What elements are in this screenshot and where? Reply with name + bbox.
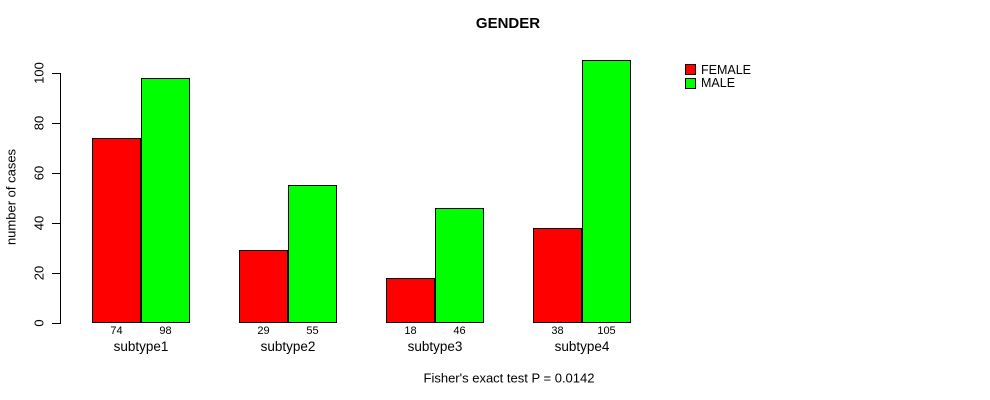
category-label-subtype1: subtype1 — [113, 339, 169, 354]
bar-value-label: 29 — [257, 325, 270, 337]
bar-female-subtype3 — [386, 277, 435, 323]
bar-value-label: 74 — [110, 325, 123, 337]
y-axis-tick-label: 0 — [31, 318, 47, 327]
legend-swatch-male — [685, 77, 696, 89]
y-axis-tick — [52, 173, 60, 174]
legend-label: MALE — [701, 76, 736, 91]
bar-value-label: 18 — [404, 325, 417, 337]
category-label-subtype4: subtype4 — [554, 339, 610, 354]
y-axis-tick — [52, 123, 60, 124]
bar-female-subtype1 — [92, 137, 141, 323]
bar-male-subtype4 — [582, 60, 631, 323]
bar-male-subtype2 — [288, 185, 337, 323]
legend-item-male: MALE — [685, 76, 751, 91]
bar-value-label: 105 — [597, 325, 616, 337]
y-axis-tick-label: 40 — [31, 215, 47, 230]
chart-title: GENDER — [475, 15, 541, 32]
y-axis-tick — [52, 73, 60, 74]
bar-female-subtype4 — [533, 227, 582, 323]
y-axis-tick-label: 20 — [31, 265, 47, 280]
annotation-fisher-test: Fisher's exact test P = 0.0142 — [423, 370, 595, 386]
y-axis-tick-label: 60 — [31, 165, 47, 180]
y-axis-tick-label: 100 — [31, 61, 47, 84]
legend: FEMALE MALE — [685, 63, 751, 90]
bar-value-label: 55 — [306, 325, 319, 337]
bar-male-subtype3 — [435, 207, 484, 323]
y-axis-title: number of cases — [3, 148, 19, 246]
y-axis-tick — [52, 223, 60, 224]
legend-label: FEMALE — [701, 62, 752, 77]
bar-male-subtype1 — [141, 77, 190, 323]
category-label-subtype2: subtype2 — [260, 339, 316, 354]
y-axis-tick — [52, 273, 60, 274]
legend-item-female: FEMALE — [685, 63, 751, 77]
bar-value-label: 38 — [551, 325, 564, 337]
bar-female-subtype2 — [239, 250, 288, 323]
category-label-subtype3: subtype3 — [407, 339, 463, 354]
y-axis-tick-label: 80 — [31, 115, 47, 130]
bar-value-label: 98 — [159, 325, 172, 337]
legend-swatch-female — [685, 64, 696, 76]
y-axis-line — [60, 72, 61, 324]
bar-value-label: 46 — [453, 325, 466, 337]
y-axis-tick — [52, 323, 60, 324]
